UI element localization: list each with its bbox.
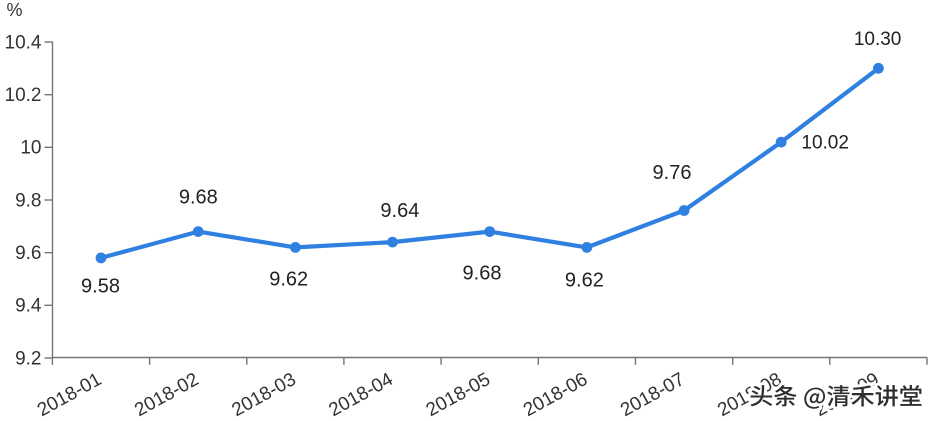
svg-text:9.62: 9.62 xyxy=(565,269,604,291)
svg-text:9.8: 9.8 xyxy=(15,190,41,211)
svg-text:10.02: 10.02 xyxy=(801,133,849,154)
svg-text:9.2: 9.2 xyxy=(15,348,41,369)
svg-text:%: % xyxy=(7,0,23,20)
svg-text:10.4: 10.4 xyxy=(5,32,42,53)
svg-text:10: 10 xyxy=(20,138,41,159)
svg-text:10.30: 10.30 xyxy=(854,29,902,50)
svg-text:9.6: 9.6 xyxy=(15,243,41,264)
svg-text:9.68: 9.68 xyxy=(463,262,502,284)
svg-text:9.64: 9.64 xyxy=(380,200,419,222)
svg-text:9.76: 9.76 xyxy=(653,162,692,184)
svg-text:9.68: 9.68 xyxy=(179,187,218,209)
svg-text:9.4: 9.4 xyxy=(15,296,42,317)
svg-text:9.62: 9.62 xyxy=(269,269,308,291)
svg-text:10.2: 10.2 xyxy=(5,85,42,106)
svg-text:9.58: 9.58 xyxy=(81,276,120,298)
